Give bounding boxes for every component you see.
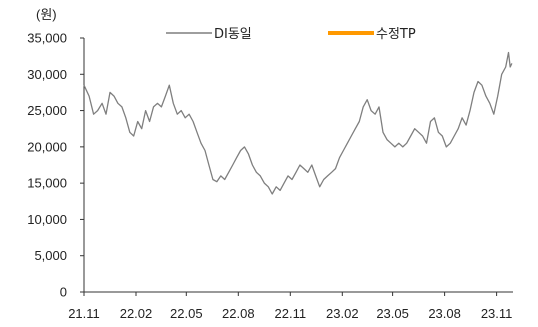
- legend-label-di-dongil: DI동일: [214, 27, 252, 42]
- y-tick-label: 30,000: [27, 67, 67, 82]
- legend-label-target-price: 수정TP: [376, 27, 416, 42]
- x-tick-label: 22.05: [170, 306, 203, 321]
- series-line-0: [84, 53, 512, 195]
- y-tick-label: 20,000: [27, 139, 67, 154]
- y-tick-label: 5,000: [34, 248, 67, 263]
- x-tick-label: 23.08: [428, 306, 461, 321]
- x-tick-label: 22.08: [222, 306, 255, 321]
- x-tick-label: 22.11: [275, 306, 307, 321]
- x-axis: 21.11 22.02 22.05 22.08 22.11 23.02 23.05 23.08…: [68, 292, 513, 321]
- y-tick-label: 15,000: [27, 176, 67, 191]
- y-tick-label: 35,000: [27, 31, 67, 46]
- y-tick-label: 0: [60, 285, 67, 300]
- legend: DI동일 수정TP: [166, 27, 416, 42]
- y-axis: 0 5,000 10,000 15,000 20,000 25,000 30,000 35,0…: [27, 31, 84, 300]
- x-tick-label: 22.02: [120, 306, 153, 321]
- y-axis-unit-label: (원): [36, 7, 57, 22]
- y-tick-label: 25,000: [27, 103, 67, 118]
- x-tick-label: 23.05: [376, 306, 409, 321]
- y-tick-label: 10,000: [27, 212, 67, 227]
- x-tick-label: 23.02: [326, 306, 359, 321]
- series-layer: [84, 53, 512, 195]
- x-tick-label: 21.11: [68, 306, 100, 321]
- x-tick-label: 23.11: [481, 306, 513, 321]
